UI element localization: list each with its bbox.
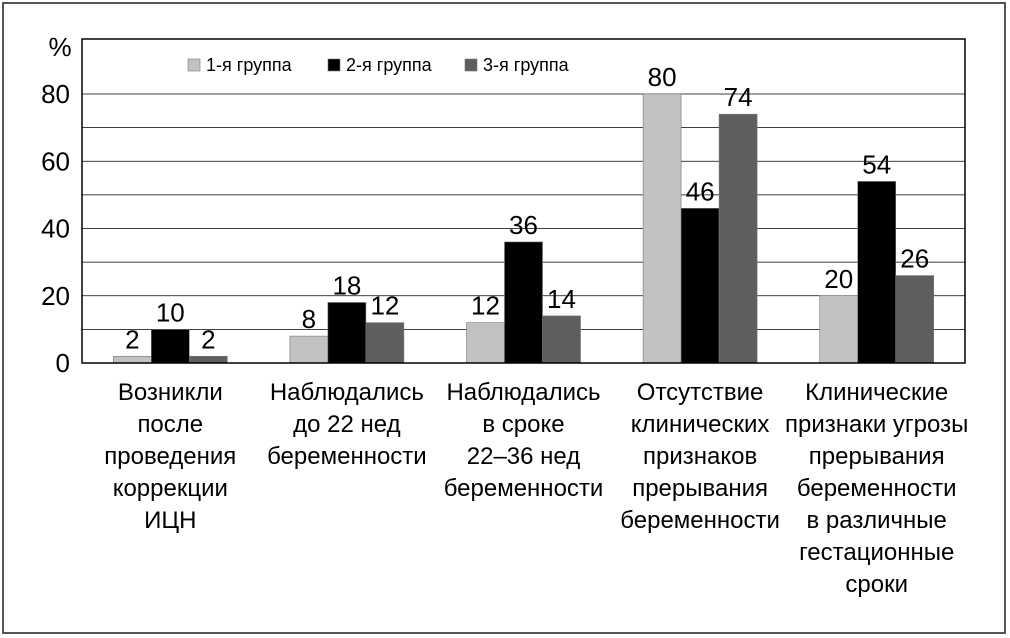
category-label-line: клинических <box>631 411 770 438</box>
category-label-line: беременности <box>797 475 957 502</box>
y-tick-label: 60 <box>41 146 70 176</box>
legend-swatch <box>464 58 478 72</box>
bar <box>819 295 859 364</box>
category-label: Наблюдались в сроке 22–36 нед беременности <box>444 379 604 502</box>
data-label: 12 <box>370 291 399 321</box>
category-label-line: беременности <box>444 475 604 502</box>
data-label: 8 <box>302 304 316 334</box>
plot-area-border <box>81 38 966 364</box>
category-label-line: Наблюдались <box>270 379 424 406</box>
bars <box>113 93 935 364</box>
category-label-line: до 22 нед <box>293 411 400 438</box>
category-label-line: признаков <box>643 443 757 470</box>
category-label: Наблюдались до 22 нед беременности <box>267 379 427 470</box>
bar <box>895 275 935 364</box>
data-label: 54 <box>862 149 891 179</box>
category-label-line: гестационные <box>799 539 954 566</box>
bar <box>504 241 543 364</box>
y-tick-label: 20 <box>41 281 70 311</box>
legend-label: 2-я группа <box>346 55 433 75</box>
bar <box>718 113 758 364</box>
category-label-line: Наблюдались <box>446 379 600 406</box>
bar <box>542 315 581 364</box>
category-label-line: прерывания <box>809 443 945 470</box>
category-labels: Возникли после проведения коррекции ИЦН Наблю… <box>104 379 968 598</box>
category-label-line: беременности <box>267 443 427 470</box>
gridlines <box>82 93 965 330</box>
bar <box>365 322 405 364</box>
data-label: 74 <box>724 82 753 112</box>
legend-label: 3-я группа <box>483 55 570 75</box>
bar <box>113 355 152 364</box>
y-tick-label: 80 <box>41 79 70 109</box>
category-label-line: прерывания <box>632 475 768 502</box>
bar <box>642 93 682 364</box>
bar <box>857 181 897 364</box>
data-label: 20 <box>824 264 853 294</box>
legend-swatch <box>187 58 201 72</box>
category-label-line: сроки <box>845 571 908 598</box>
data-label: 10 <box>156 297 185 327</box>
data-label: 26 <box>900 244 929 274</box>
category-label-line: ИЦН <box>144 507 196 534</box>
data-label: 14 <box>547 284 576 314</box>
data-labels: 2 10 2 8 18 12 12 36 14 80 46 74 20 54 26 <box>125 62 929 354</box>
y-tick-label: 40 <box>41 214 70 244</box>
category-label-line: в различные <box>807 507 947 534</box>
y-axis-ticks: 0 20 40 60 80 <box>41 79 70 378</box>
category-label-line: в сроке <box>482 411 564 438</box>
category-label-line: коррекции <box>113 475 228 502</box>
category-label-line: после <box>137 411 203 438</box>
category-label-line: проведения <box>104 443 236 470</box>
bar <box>680 208 720 364</box>
legend-swatch <box>327 58 341 72</box>
category-label-line: Клинические <box>805 379 948 406</box>
category-label: Возникли после проведения коррекции ИЦН <box>104 379 236 534</box>
bar <box>289 335 329 364</box>
legend-label: 1-я группа <box>206 55 293 75</box>
data-label: 18 <box>332 270 361 300</box>
bar <box>189 355 228 364</box>
data-label: 2 <box>201 324 215 354</box>
data-label: 2 <box>125 324 139 354</box>
category-label: Отсутствие клинических признаков прерывания… <box>620 379 780 534</box>
data-label: 46 <box>686 176 715 206</box>
category-label-line: признаки угрозы <box>785 411 968 438</box>
legend: 1-я группа 2-я группа 3-я группа <box>187 55 570 75</box>
bar <box>151 329 190 364</box>
category-label-line: Отсутствие <box>637 379 764 406</box>
y-axis-label: % <box>48 32 71 62</box>
y-tick-label: 0 <box>56 348 70 378</box>
data-label: 12 <box>471 291 500 321</box>
category-label-line: 22–36 нед <box>467 443 580 470</box>
data-label: 80 <box>648 62 677 92</box>
data-label: 36 <box>509 210 538 240</box>
bar <box>327 302 367 364</box>
category-label-line: беременности <box>620 507 780 534</box>
category-label: Клинические признаки угрозы прерывания бере… <box>785 379 968 598</box>
category-label-line: Возникли <box>118 379 223 406</box>
bar <box>466 322 505 364</box>
